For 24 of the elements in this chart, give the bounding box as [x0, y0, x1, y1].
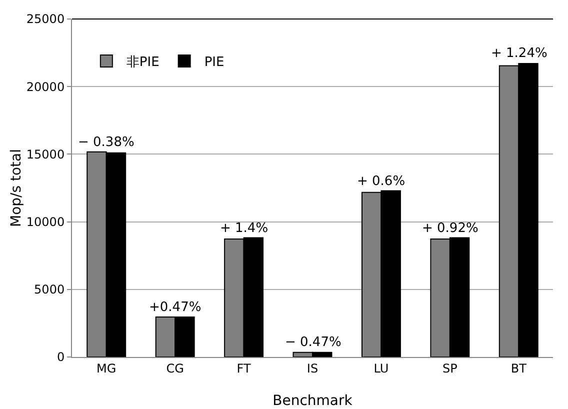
- y-tick-label: 0: [56, 350, 65, 364]
- y-axis-title: Mop/s total: [8, 148, 24, 228]
- annotation: +0.47%: [149, 300, 202, 315]
- y-tick-label: 5000: [34, 282, 65, 297]
- x-tick-label: IS: [306, 361, 318, 376]
- y-tick-label: 10000: [26, 215, 65, 229]
- annotation: + 1.24%: [491, 46, 548, 61]
- y-tick-label: 15000: [26, 147, 65, 162]
- x-tick-label: FT: [236, 361, 252, 376]
- annotation: + 1.4%: [220, 221, 268, 236]
- y-tick-label: 20000: [26, 80, 65, 94]
- x-tick-label: SP: [442, 361, 458, 376]
- y-tick-label: 25000: [26, 12, 65, 26]
- x-tick-label: BT: [510, 361, 528, 376]
- x-tick-label: MG: [96, 361, 116, 376]
- annotation: − 0.38%: [78, 135, 134, 150]
- x-tick-label: CG: [166, 361, 184, 376]
- x-axis-title: Benchmark: [272, 393, 354, 409]
- annotation: − 0.47%: [285, 335, 342, 350]
- x-tick-label: LU: [374, 361, 389, 376]
- annotation: + 0.6%: [357, 174, 406, 189]
- annotation: + 0.92%: [422, 221, 478, 236]
- legend-label: 非PIE: [126, 55, 160, 70]
- legend-label: PIE: [204, 55, 224, 70]
